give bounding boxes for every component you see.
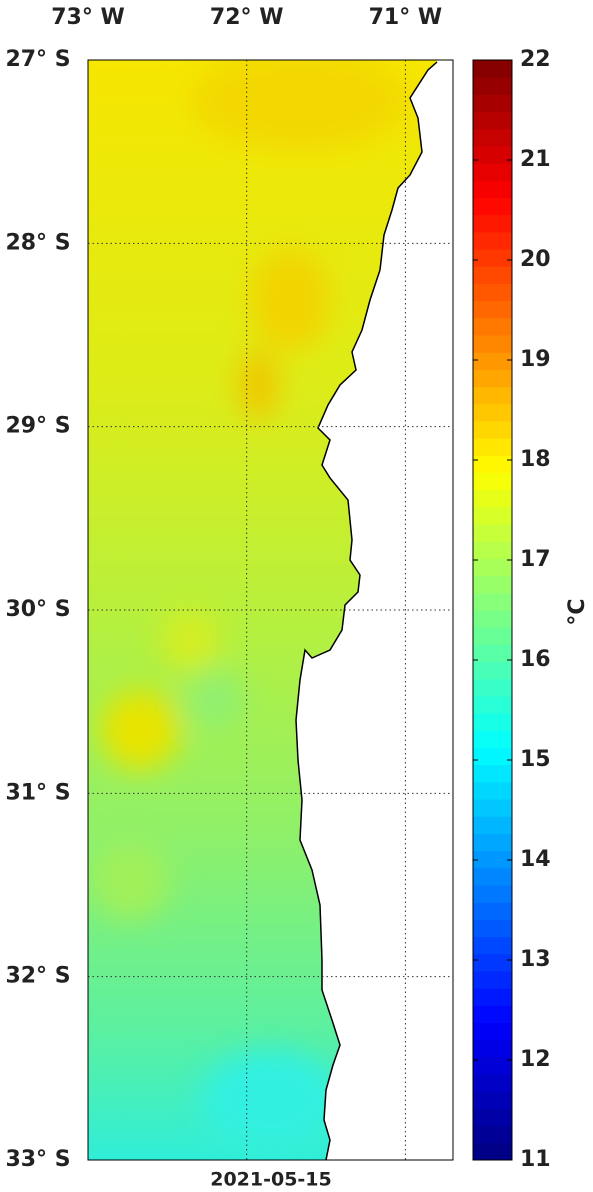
longitude-label: 72° W bbox=[210, 5, 284, 30]
colorbar-tick-label: 18 bbox=[520, 447, 551, 472]
colorbar-tick-label: 14 bbox=[520, 847, 551, 872]
colorbar-label: °C bbox=[565, 598, 590, 625]
colorbar-tick-label: 15 bbox=[520, 747, 551, 772]
colorbar-tick-label: 13 bbox=[520, 947, 551, 972]
latitude-label: 32° S bbox=[5, 964, 70, 989]
colorbar-tick-label: 16 bbox=[520, 647, 551, 672]
colorbar-tick-label: 17 bbox=[520, 547, 551, 572]
colorbar-tick-label: 11 bbox=[520, 1147, 551, 1172]
longitude-label: 71° W bbox=[369, 5, 443, 30]
sea-surface-temperature bbox=[88, 60, 437, 1160]
latitude-label: 29° S bbox=[5, 414, 70, 439]
colorbar-tick-label: 22 bbox=[520, 47, 551, 72]
latitude-label: 33° S bbox=[5, 1147, 70, 1172]
colorbar-tick-label: 19 bbox=[520, 347, 551, 372]
latitude-label: 28° S bbox=[5, 230, 70, 255]
colorbar-tick-label: 21 bbox=[520, 147, 551, 172]
coastline bbox=[295, 61, 438, 1161]
colorbar-tick-label: 20 bbox=[520, 247, 551, 272]
longitude-label: 73° W bbox=[51, 5, 125, 30]
colorbar-frame bbox=[472, 59, 513, 1161]
date-label: 2021-05-15 bbox=[210, 1169, 332, 1189]
colorbar bbox=[473, 60, 512, 1161]
latitude-label: 30° S bbox=[5, 597, 70, 622]
latitude-label: 31° S bbox=[5, 780, 70, 805]
map-frame bbox=[87, 59, 454, 1161]
colorbar-tick-label: 12 bbox=[520, 1047, 551, 1072]
latitude-label: 27° S bbox=[5, 47, 70, 72]
